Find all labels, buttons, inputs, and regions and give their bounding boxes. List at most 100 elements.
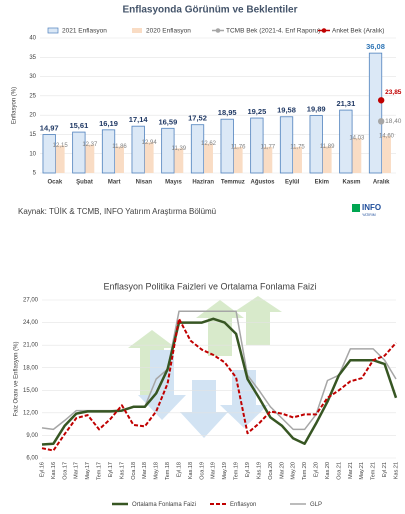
bar [190, 124, 205, 174]
bar [279, 116, 294, 174]
x-tick-label: Ocak [47, 180, 62, 186]
y-tick-label: 21,00 [23, 343, 39, 349]
value-label: 15,61 [69, 121, 88, 130]
value-label: 18,40 [385, 118, 402, 125]
legend-label: Enflasyon [230, 502, 256, 508]
bar [220, 118, 234, 174]
marker [377, 97, 385, 104]
legend-label: Ortalama Fonlama Faizi [132, 502, 196, 508]
value-label: 12,15 [53, 143, 69, 149]
x-tick-label: Tem.20 [302, 462, 308, 480]
x-tick-label: May.21 [359, 462, 365, 480]
bar [382, 135, 391, 173]
value-label: 12,94 [142, 140, 158, 146]
x-tick-label: Kasım [342, 180, 360, 186]
bar [204, 143, 213, 173]
bar [131, 125, 145, 174]
legend-label: GLP [310, 502, 322, 508]
bar [174, 148, 184, 173]
value-label: 11,89 [320, 144, 335, 150]
x-tick-label: Nisan [136, 180, 153, 186]
value-label: 21,31 [336, 99, 355, 108]
x-tick-label: Ekim [315, 180, 329, 186]
value-label: 11,76 [231, 145, 246, 151]
x-tick-label: Mar.17 [74, 462, 80, 479]
y-tick-label: 20 [29, 113, 36, 119]
bar [55, 145, 65, 173]
y-tick-label: 15,00 [23, 388, 39, 394]
x-tick-label: Mar.21 [348, 462, 354, 479]
value-label: 36,08 [366, 42, 385, 51]
legend-label: 2020 Enflasyon [146, 28, 191, 35]
logo-sub: YATIRIM [362, 213, 376, 217]
bar [72, 131, 86, 174]
y-tick-label: 40 [29, 36, 36, 42]
x-tick-label: Kas.17 [119, 462, 125, 479]
down-arrow [180, 380, 228, 438]
bar [263, 146, 273, 173]
bar [339, 109, 353, 174]
value-label: 17,14 [129, 115, 149, 124]
legend-label: Anket Bek (Aralık) [332, 28, 384, 35]
bar [352, 138, 362, 173]
x-tick-label: Mar.19 [211, 462, 217, 479]
logo: INFO [362, 203, 381, 212]
value-label: 11,77 [261, 144, 276, 150]
x-tick-label: Oca.21 [336, 462, 342, 480]
up-arrow [234, 296, 282, 345]
x-tick-label: Oca.17 [62, 462, 68, 480]
x-tick-label: Mayıs [165, 180, 182, 186]
down-arrow [220, 370, 268, 428]
x-tick-label: Temmuz [221, 180, 245, 186]
value-label: 19,25 [247, 107, 266, 116]
value-label: 23,85 [385, 89, 402, 96]
value-label: 16,59 [158, 117, 177, 126]
x-tick-label: Ağustos [251, 180, 276, 186]
x-tick-label: Eyl.19 [245, 462, 251, 477]
y-tick-label: 15 [29, 132, 36, 138]
x-tick-label: Aralık [373, 180, 390, 186]
x-tick-label: May.18 [154, 462, 160, 480]
y-tick-label: 6,00 [26, 456, 38, 462]
x-tick-label: May.17 [85, 462, 91, 480]
value-label: 11,39 [172, 146, 187, 152]
y-axis-title: Faiz Oranı ve Enflasyon (%) [14, 341, 20, 416]
bar [233, 146, 243, 173]
y-tick-label: 27,00 [23, 298, 39, 304]
y-tick-label: 5 [33, 171, 37, 177]
y-tick-label: 25 [29, 93, 36, 99]
y-tick-label: 35 [29, 55, 36, 61]
value-label: 12,62 [201, 141, 217, 147]
x-tick-label: Oca.19 [199, 462, 205, 480]
x-tick-label: Mar.20 [279, 462, 285, 479]
x-tick-label: Kas.16 [51, 462, 57, 479]
value-label: 14,03 [349, 136, 365, 142]
value-label: 19,89 [307, 105, 326, 114]
x-tick-label: Tem.21 [371, 462, 377, 480]
bar [85, 144, 95, 173]
bar [250, 117, 264, 174]
value-label: 14,60 [379, 134, 395, 140]
y-tick-label: 30 [29, 74, 36, 80]
x-tick-label: Kas.20 [325, 462, 331, 479]
x-tick-label: May.19 [222, 462, 228, 480]
x-tick-label: Eyl.20 [314, 462, 320, 477]
y-tick-label: 24,00 [23, 320, 39, 326]
source-note: Kaynak: TÜİK & TCMB, INFO Yatırım Araştı… [18, 207, 216, 216]
legend-swatch [132, 28, 142, 33]
value-label: 14,97 [40, 124, 59, 133]
bar [293, 146, 302, 173]
legend-swatch [321, 28, 327, 33]
bar [161, 127, 175, 174]
legend-label: TCMB Bek (2021-4. Enf Raporu) [226, 28, 320, 35]
bar [309, 115, 323, 174]
x-tick-label: Mar.18 [142, 462, 148, 479]
x-tick-label: Oca.18 [131, 462, 137, 480]
x-tick-label: Kas.18 [188, 462, 194, 479]
up-arrow [196, 300, 244, 356]
legend-label: 2021 Enflasyon [62, 28, 107, 35]
y-tick-label: 9,00 [26, 433, 38, 439]
value-label: 19,58 [277, 106, 296, 115]
